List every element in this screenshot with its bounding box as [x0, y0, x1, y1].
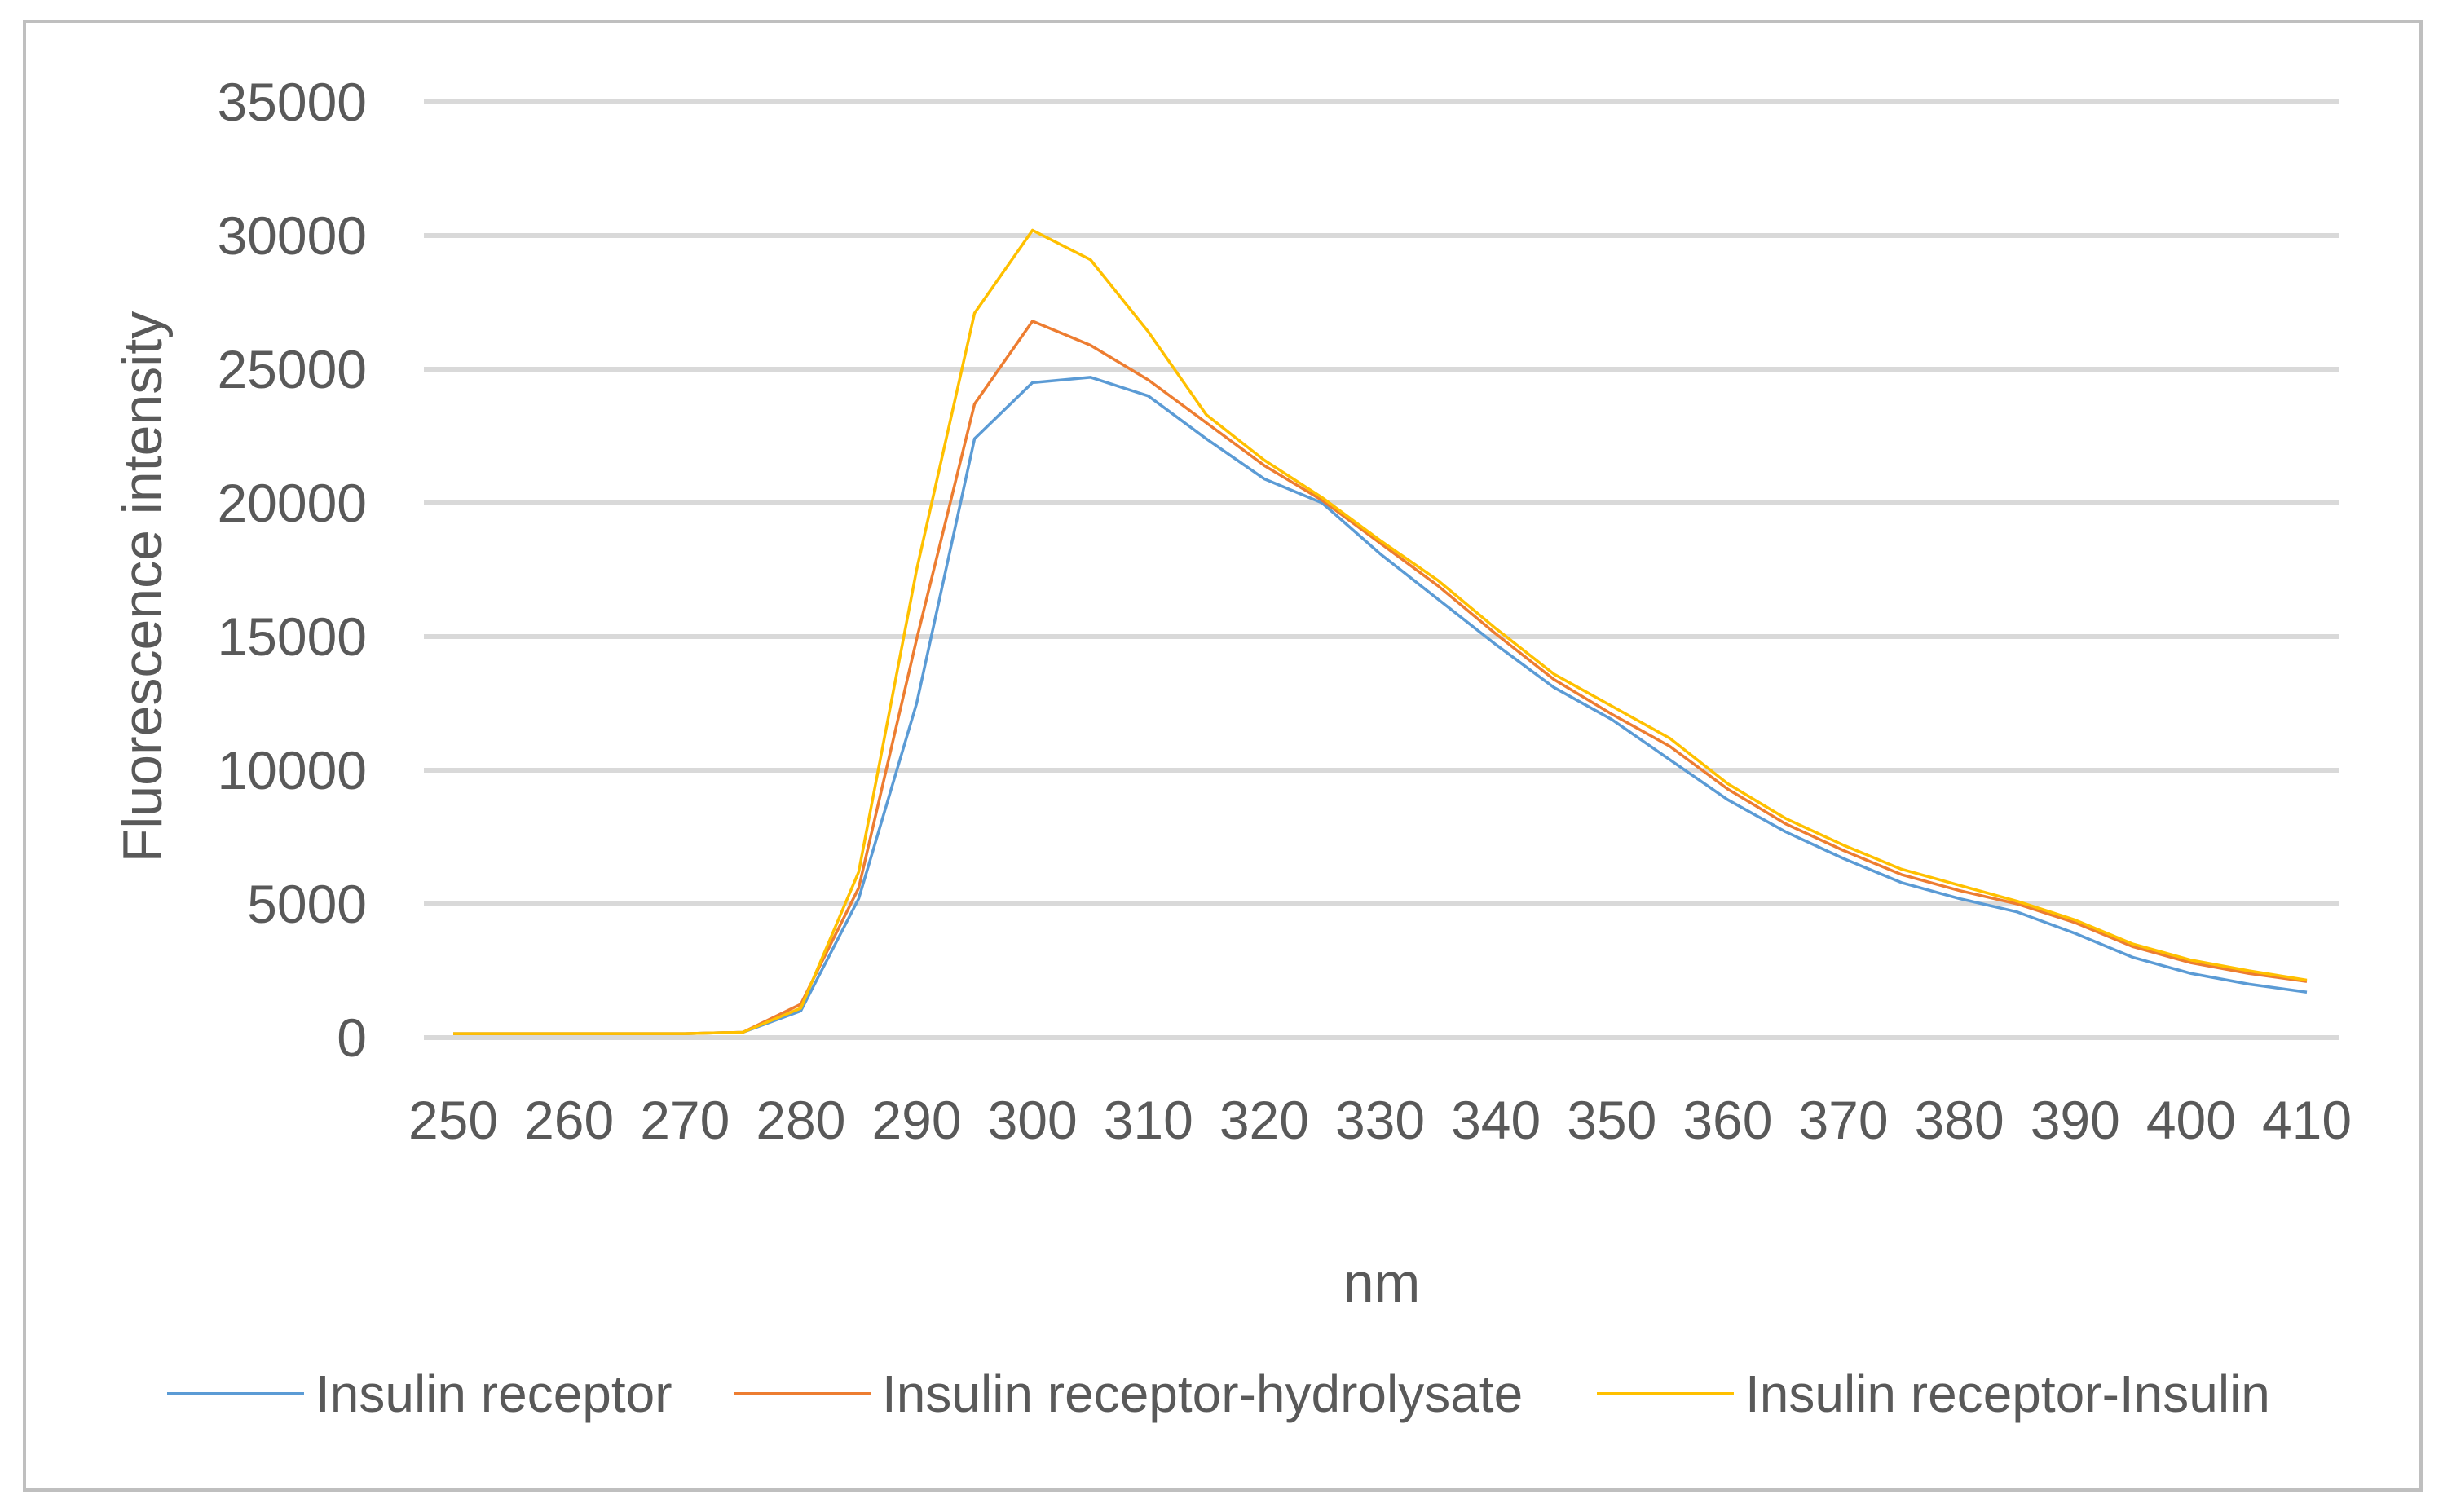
x-tick-label: 290 — [871, 1090, 962, 1150]
x-tick-label: 270 — [640, 1090, 730, 1150]
legend-label: Insulin receptor-hydrolysate — [882, 1364, 1524, 1423]
x-tick-label: 300 — [987, 1090, 1078, 1150]
x-tick-label: 410 — [2261, 1090, 2353, 1150]
y-tick-label: 0 — [337, 1007, 367, 1068]
x-axis-title: nm — [1343, 1252, 1421, 1314]
series-line-insulin-receptor-insulin — [453, 228, 2308, 1035]
x-tick-label: 380 — [1914, 1090, 2004, 1150]
y-tick-label: 25000 — [217, 339, 367, 399]
y-tick-label: 30000 — [217, 205, 367, 266]
legend-line-swatch — [167, 1392, 304, 1395]
x-tick-label: 320 — [1219, 1090, 1309, 1150]
x-tick-label: 370 — [1798, 1090, 1889, 1150]
x-tick-label: 280 — [756, 1090, 846, 1150]
x-tick-label: 360 — [1682, 1090, 1773, 1150]
figure-border — [23, 20, 2423, 1492]
y-tick-label: 15000 — [217, 606, 367, 667]
legend-item-insulin-receptor-insulin: Insulin receptor-Insulin — [1597, 1364, 2270, 1423]
y-tick-label: 10000 — [217, 740, 367, 800]
x-tick-label: 350 — [1567, 1090, 1657, 1150]
legend-label: Insulin receptor — [315, 1364, 672, 1423]
x-tick-label: 390 — [2030, 1090, 2120, 1150]
x-tick-label: 400 — [2145, 1090, 2236, 1150]
legend-line-swatch — [1597, 1392, 1734, 1395]
x-tick-label: 310 — [1103, 1090, 1193, 1150]
y-tick-label: 20000 — [217, 473, 367, 533]
series-line-insulin-receptor-hydrolysate — [453, 320, 2308, 1035]
y-tick-label: 35000 — [217, 72, 367, 132]
legend-label: Insulin receptor-Insulin — [1745, 1364, 2270, 1423]
legend-line-swatch — [734, 1392, 871, 1395]
x-tick-label: 330 — [1334, 1090, 1426, 1150]
x-tick-label: 250 — [408, 1090, 499, 1150]
x-tick-label: 260 — [524, 1090, 615, 1150]
y-tick-label: 5000 — [247, 874, 367, 934]
series-line-insulin-receptor — [453, 376, 2308, 1035]
legend-item-insulin-receptor: Insulin receptor — [167, 1364, 672, 1423]
legend-item-insulin-receptor-hydrolysate: Insulin receptor-hydrolysate — [734, 1364, 1523, 1423]
x-tick-label: 340 — [1451, 1090, 1541, 1150]
